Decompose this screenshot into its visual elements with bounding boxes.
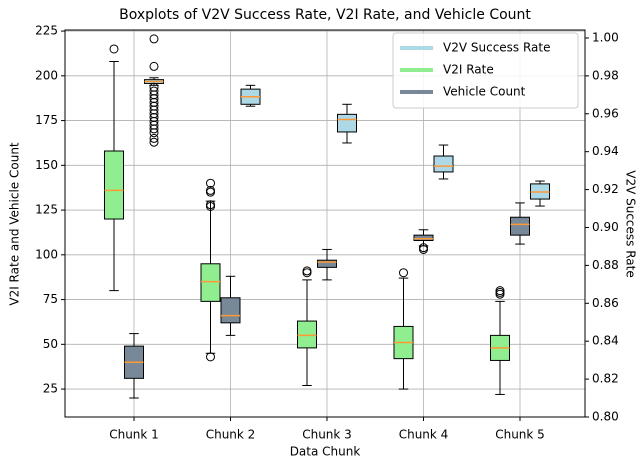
y-tick-label: 100 — [35, 247, 58, 261]
y2-axis-label: V2V Success Rate — [624, 170, 638, 278]
flier — [206, 200, 215, 210]
y2-tick-label: 0.86 — [592, 296, 619, 310]
legend-label: V2I Rate — [443, 63, 494, 77]
box — [510, 216, 530, 236]
flier — [302, 268, 312, 278]
y2-tick-label: 0.94 — [592, 144, 619, 158]
y-tick-label: 150 — [35, 158, 58, 172]
flier — [302, 266, 312, 276]
x-axis-label: Data Chunk — [290, 445, 361, 459]
box — [220, 297, 241, 324]
legend-box — [392, 32, 579, 109]
y-tick-label: 50 — [43, 337, 58, 351]
y-tick-label: 200 — [35, 68, 58, 82]
x-tick-label: Chunk 4 — [399, 428, 449, 442]
x-tick-label: Chunk 5 — [495, 428, 545, 442]
y2-tick-label: 0.92 — [592, 182, 619, 196]
y-axis-label: V2I Rate and Vehicle Count — [8, 142, 22, 306]
flier — [149, 61, 159, 71]
y-tick-label: 175 — [35, 113, 58, 127]
flier — [419, 243, 428, 253]
x-tick-label: Chunk 3 — [302, 428, 352, 442]
box — [297, 320, 317, 349]
y2-tick-label: 0.84 — [592, 334, 619, 348]
flier — [149, 34, 159, 44]
y2-tick-label: 0.82 — [592, 372, 619, 386]
y-tick-label: 225 — [35, 24, 58, 38]
y-tick-label: 75 — [43, 292, 58, 306]
flier — [206, 178, 215, 188]
chart-title: Boxplots of V2V Success Rate, V2I Rate, … — [119, 7, 531, 23]
y-tick-label: 25 — [43, 382, 58, 396]
x-tick-label: Chunk 1 — [109, 428, 159, 442]
legend-label: V2V Success Rate — [443, 41, 551, 55]
box — [104, 150, 124, 220]
box — [200, 263, 221, 302]
plot-frame — [64, 29, 586, 418]
box — [413, 234, 434, 242]
box — [433, 155, 454, 173]
flier — [149, 137, 159, 147]
box — [337, 113, 357, 133]
flier — [495, 286, 505, 296]
y-tick-label: 125 — [35, 203, 58, 217]
flier — [149, 133, 159, 143]
flier — [495, 287, 505, 297]
flier — [149, 128, 159, 138]
flier — [149, 124, 159, 134]
flier — [206, 352, 215, 362]
y2-tick-label: 0.98 — [592, 68, 619, 82]
flier — [399, 268, 408, 278]
y2-tick-label: 0.80 — [592, 410, 619, 424]
box — [317, 259, 337, 268]
legend-label: Vehicle Count — [443, 85, 526, 99]
flier — [206, 187, 215, 197]
flier — [206, 185, 215, 195]
y2-tick-label: 1.00 — [592, 30, 619, 44]
x-tick-label: Chunk 2 — [206, 428, 256, 442]
y2-tick-label: 0.90 — [592, 220, 619, 234]
y2-tick-label: 0.96 — [592, 106, 619, 120]
flier — [109, 44, 119, 54]
y2-tick-label: 0.88 — [592, 258, 619, 272]
